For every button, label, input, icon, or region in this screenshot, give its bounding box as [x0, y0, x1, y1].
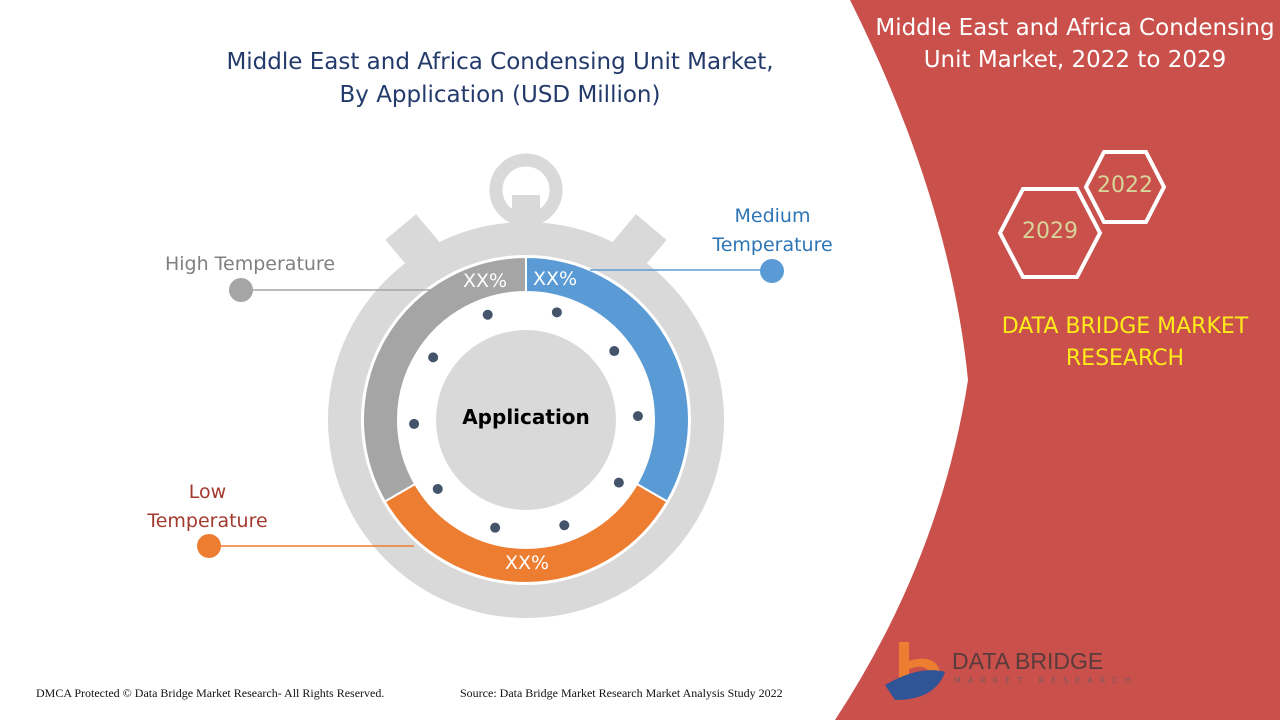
dial-dot [428, 352, 439, 363]
side-title-line-2: Unit Market, 2022 to 2029 [923, 47, 1227, 73]
data-label-high: XX% [462, 270, 508, 292]
dial-dot [432, 483, 443, 494]
dial-dot [490, 522, 501, 533]
brand-line-1: DATA BRIDGE MARKET [1001, 314, 1249, 339]
brand-text: DATA BRIDGE MARKET RESEARCH [960, 311, 1280, 375]
marker-low [197, 534, 221, 558]
label-low-line-1: Low [188, 481, 227, 503]
dial-dot [482, 309, 493, 320]
brand-line-2: RESEARCH [1065, 346, 1185, 371]
logo-icon [885, 642, 945, 700]
center-label: Application [462, 405, 590, 429]
dial-dot [559, 520, 570, 531]
side-title-line-1: Middle East and Africa Condensing [875, 15, 1275, 41]
ring-segment-high-temperature [362, 255, 527, 503]
logo-name: DATA BRIDGE [952, 648, 1104, 674]
year-end: 2029 [1022, 219, 1078, 244]
dial-dot [613, 477, 624, 488]
category-label-medium: Medium Temperature [700, 202, 845, 260]
logo-subtitle: MARKET RESEARCH [954, 676, 1138, 685]
label-medium-line-1: Medium [734, 205, 811, 227]
dial-dot [609, 346, 620, 357]
footer-source: Source: Data Bridge Market Research Mark… [460, 686, 783, 700]
dial-dot [551, 307, 562, 318]
category-label-low: Low Temperature [135, 478, 280, 536]
dial-dot [409, 418, 420, 429]
footer-copyright: DMCA Protected © Data Bridge Market Rese… [36, 686, 385, 700]
side-panel-title: Middle East and Africa Condensing Unit M… [870, 12, 1280, 76]
hexagon-2029 [997, 187, 1103, 279]
label-low-line-2: Temperature [147, 510, 268, 532]
category-label-high: High Temperature [164, 253, 336, 275]
data-label-medium: XX% [532, 268, 578, 290]
year-start: 2022 [1097, 173, 1153, 198]
marker-medium [760, 259, 784, 283]
hexagon-2022 [1083, 150, 1167, 224]
chart-title-line-2: By Application (USD Million) [339, 82, 661, 108]
chart-title-line-1: Middle East and Africa Condensing Unit M… [226, 49, 774, 75]
marker-high [229, 278, 253, 302]
center-disk [436, 330, 616, 510]
data-label-low: XX% [504, 552, 550, 574]
side-panel [835, 0, 1280, 720]
chart-title: Middle East and Africa Condensing Unit M… [160, 46, 840, 112]
dial-dot [632, 411, 643, 422]
label-medium-line-2: Temperature [712, 234, 833, 256]
